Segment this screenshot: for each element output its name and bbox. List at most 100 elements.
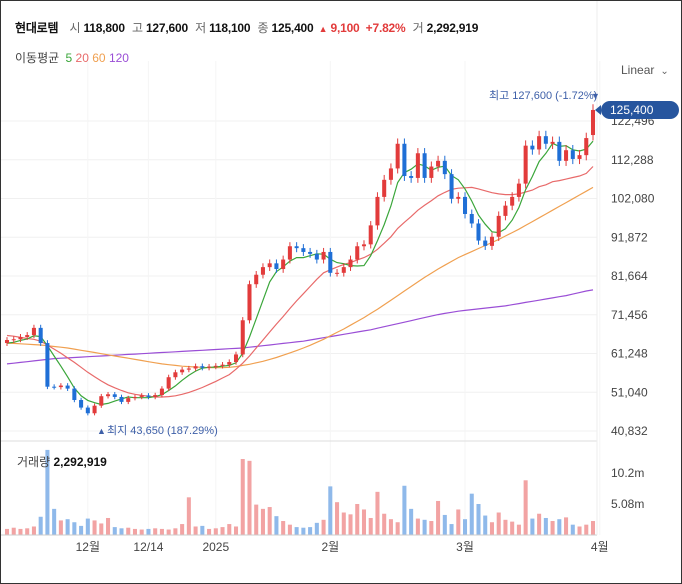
candle xyxy=(240,317,245,358)
candle xyxy=(361,240,367,251)
price-tick-label: 91,872 xyxy=(611,230,648,244)
candle xyxy=(503,201,508,221)
candle xyxy=(52,384,57,390)
candle xyxy=(227,359,232,368)
volume-bar xyxy=(584,524,589,535)
ma20-line xyxy=(6,166,594,398)
ma120-line xyxy=(6,289,594,365)
moving-average-legend[interactable]: 이동평균 5 20 60 120 xyxy=(15,49,129,66)
candle xyxy=(18,333,23,343)
candle xyxy=(449,169,454,204)
volume-bar xyxy=(489,522,494,535)
volume-bar xyxy=(422,519,427,535)
candle xyxy=(233,351,239,365)
ma-5-label[interactable]: 5 xyxy=(65,51,73,65)
volume-bar xyxy=(341,512,346,535)
volume-bar xyxy=(85,518,90,535)
volume-bar xyxy=(550,521,555,535)
candle xyxy=(247,280,252,324)
price-tick-label: 102,080 xyxy=(611,192,655,206)
volume-bar xyxy=(328,486,333,535)
volume-bar xyxy=(503,519,508,535)
volume-bar xyxy=(436,500,441,535)
candle xyxy=(126,395,131,405)
volume-bar xyxy=(200,525,205,535)
candle xyxy=(45,340,50,390)
volume-value: 2,292,919 xyxy=(426,21,479,35)
volume-bar xyxy=(388,519,393,535)
volume-panel-value: 2,292,919 xyxy=(53,455,107,469)
volume-bar xyxy=(260,508,265,535)
candle xyxy=(395,138,400,174)
candle xyxy=(186,365,191,373)
candle xyxy=(489,232,494,250)
volume-bar xyxy=(415,518,420,535)
volume-bar xyxy=(213,528,218,535)
candle xyxy=(85,405,90,416)
candle xyxy=(469,209,474,228)
candle xyxy=(382,174,387,202)
candle xyxy=(550,136,555,150)
candle xyxy=(58,383,63,390)
volume-bar xyxy=(395,522,400,535)
candle xyxy=(422,148,427,183)
ma-20-label[interactable]: 20 xyxy=(75,51,89,65)
date-tick-label: 2월 xyxy=(321,540,339,554)
ma-60-label[interactable]: 60 xyxy=(92,51,106,65)
ma-120-label[interactable]: 120 xyxy=(108,51,129,65)
volume-bar xyxy=(254,504,259,535)
moving-average-lines xyxy=(6,140,594,406)
volume-bar xyxy=(146,528,151,535)
candle xyxy=(557,136,562,166)
volume-bar xyxy=(11,527,16,535)
volume-bar xyxy=(590,521,596,535)
volume-bar xyxy=(193,526,198,535)
candle xyxy=(496,211,501,241)
candle xyxy=(99,393,104,408)
candle xyxy=(25,332,30,340)
volume-bars xyxy=(4,449,596,535)
volume-bar xyxy=(153,528,158,535)
candle xyxy=(173,369,178,380)
candle xyxy=(388,163,393,185)
volume-bar xyxy=(361,509,367,535)
volume-bar xyxy=(207,528,212,535)
candle xyxy=(321,247,326,264)
volume-bar xyxy=(159,528,164,535)
candle xyxy=(65,383,70,391)
volume-bar xyxy=(355,504,360,535)
volume-bar xyxy=(523,480,528,535)
candle xyxy=(31,324,36,339)
volume-bar xyxy=(577,526,582,535)
candle xyxy=(11,336,16,343)
candle xyxy=(220,362,225,369)
price-tick-label: 61,248 xyxy=(611,347,648,361)
volume-bar xyxy=(463,519,468,535)
candle xyxy=(590,104,596,141)
volume-bar xyxy=(281,521,286,535)
volume-bar xyxy=(240,459,245,535)
candle xyxy=(153,392,158,400)
volume-bar xyxy=(119,528,124,535)
volume-bar xyxy=(126,527,131,535)
candle xyxy=(523,140,528,189)
candle xyxy=(281,255,286,273)
candle xyxy=(200,363,205,371)
volume-bar xyxy=(564,517,569,535)
scale-dropdown[interactable]: Linear ⌄ xyxy=(621,63,669,77)
volume-axis: 10.2m 5.08m xyxy=(611,466,644,511)
volume-bar xyxy=(402,485,407,535)
change-value: 9,100 xyxy=(330,21,360,35)
candle xyxy=(442,155,447,180)
candle xyxy=(72,386,77,403)
date-tick-label: 12/14 xyxy=(133,540,163,554)
candle xyxy=(159,386,164,398)
candle xyxy=(510,192,515,211)
candle xyxy=(112,391,117,400)
moving-average-label: 이동평균 xyxy=(15,51,60,65)
candle xyxy=(213,363,218,370)
price-tick-label: 51,040 xyxy=(611,385,648,399)
candle xyxy=(368,221,373,249)
volume-bar xyxy=(409,508,414,535)
